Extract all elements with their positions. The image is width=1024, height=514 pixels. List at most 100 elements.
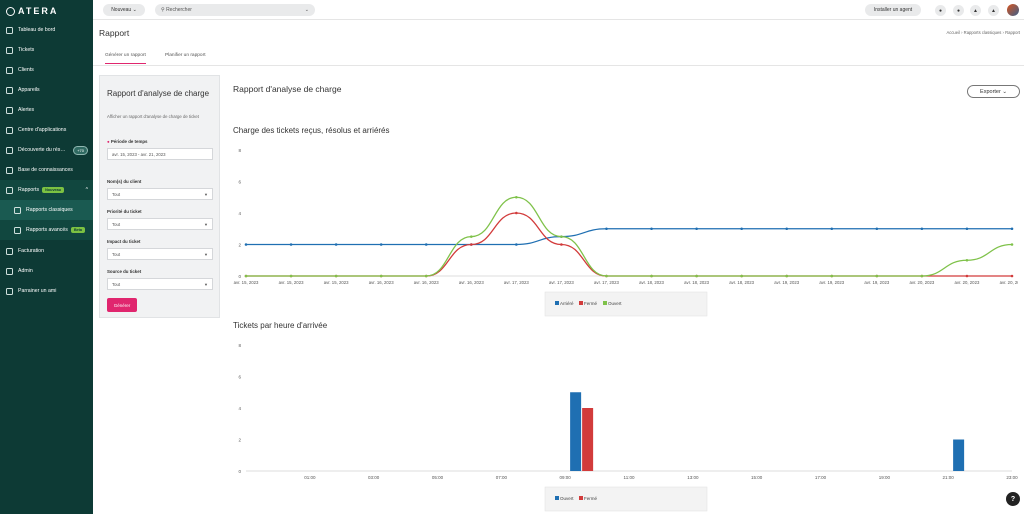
data-point — [965, 274, 969, 278]
x-tick-label: avr. 16, 2023 — [369, 280, 394, 285]
sidebar-item-3[interactable]: Appareils — [0, 80, 93, 100]
generate-button[interactable]: Générer — [107, 298, 137, 312]
logo-mark-icon — [6, 6, 15, 16]
y-tick-label: 4 — [238, 211, 241, 216]
sidebar-item-1[interactable]: Tickets — [0, 40, 93, 60]
sidebar-item-8[interactable]: Rapports Nouveau ^ — [0, 180, 93, 200]
data-point — [695, 274, 698, 278]
admin-icon — [6, 267, 13, 275]
report-title: Rapport d'analyse de charge — [233, 84, 342, 94]
y-tick-label: 4 — [238, 406, 241, 411]
x-tick-label: 07:00 — [496, 475, 508, 480]
data-point — [650, 274, 653, 278]
sidebar-item-0[interactable]: Tableau de bord — [0, 20, 93, 40]
data-point — [785, 227, 789, 231]
install-agent-label: Installer un agent — [873, 7, 913, 13]
legend-swatch — [603, 301, 607, 305]
legend-swatch — [555, 301, 559, 305]
chevron-up-icon[interactable]: ^ — [85, 187, 88, 193]
search-placeholder: Rechercher — [166, 7, 192, 13]
impact-select[interactable]: Tout ▼ — [107, 248, 213, 260]
bell-icon[interactable]: ▲ — [970, 5, 981, 16]
new-button[interactable]: Nouveau ⌄ — [103, 4, 145, 16]
sidebar-item-label: Rapports — [18, 187, 40, 193]
tab-schedule[interactable]: Planifier un rapport — [165, 53, 206, 58]
sidebar-item-label: Découverte du rés… — [18, 147, 66, 153]
line-chart: 0 2 4 6 8 avr. 15, 2023 avr. 15, 2023 avr. 15, … — [234, 148, 1018, 317]
x-tick-label: avr. 19, 2023 — [864, 280, 889, 285]
legend-label: Ouvert — [608, 301, 622, 306]
legend-label: Ouvert — [560, 496, 574, 501]
sidebar-item-label: Tickets — [18, 47, 35, 53]
sidebar-item-5[interactable]: Centre d'applications — [0, 120, 93, 140]
breadcrumb[interactable]: Accueil › Rapports classiques › Rapport — [946, 30, 1020, 35]
tab-generate[interactable]: Générer un rapport — [105, 53, 146, 64]
sidebar-item-label: Clients — [18, 67, 34, 73]
search-input[interactable]: ⚲ Rechercher ⌄ — [155, 4, 315, 16]
x-tick-label: avr. 18, 2023 — [684, 280, 709, 285]
reports-icon — [6, 186, 13, 194]
x-tick-label: 23:00 — [1006, 475, 1018, 480]
x-tick-label: avr. 15, 2023 — [234, 280, 259, 285]
caret-down-icon: ▼ — [204, 281, 208, 287]
y-tick-label: 2 — [238, 243, 241, 248]
period-input[interactable]: avr. 15, 2023 - avr. 21, 2023 — [107, 148, 213, 160]
priority-select[interactable]: Tout ▼ — [107, 218, 213, 230]
atera-logo[interactable]: ATERA — [0, 0, 93, 22]
period-label: ● Période de temps — [107, 139, 148, 144]
legend-box — [544, 291, 708, 317]
sidebar-item-6[interactable]: Découverte du rés… +70 — [0, 140, 93, 160]
client-select[interactable]: Tout ▼ — [107, 188, 213, 200]
billing-icon — [6, 247, 13, 255]
sidebar-item-4[interactable]: Alertes — [0, 100, 93, 120]
warning-icon[interactable]: ▲ — [988, 5, 999, 16]
data-point — [379, 274, 383, 278]
chevron-down-icon[interactable]: ⌄ — [304, 7, 309, 13]
sidebar-item-12[interactable]: Admin — [0, 261, 93, 281]
source-select[interactable]: Tout ▼ — [107, 278, 213, 290]
book-icon — [6, 166, 13, 174]
sidebar-item-7[interactable]: Base de connaissances — [0, 160, 93, 180]
data-point — [830, 227, 834, 231]
chat-icon[interactable]: ● — [953, 5, 964, 16]
sidebar-item-10[interactable]: Rapports avancés Beta — [0, 220, 93, 240]
data-point — [244, 243, 248, 246]
legend-swatch — [579, 496, 583, 500]
data-point — [965, 258, 969, 262]
x-tick-label: 05:00 — [432, 475, 444, 480]
page-header: Rapport Accueil › Rapports classiques › … — [93, 20, 1024, 48]
x-tick-label: avr. 20, 2023 — [955, 280, 980, 285]
sidebar-item-13[interactable]: Parrainer un ami — [0, 281, 93, 301]
sidebar-item-11[interactable]: Facturation — [0, 241, 93, 261]
y-tick-label: 0 — [238, 274, 241, 279]
x-tick-label: 03:00 — [368, 475, 380, 480]
x-tick-label: avr. 19, 2023 — [819, 280, 844, 285]
lightbulb-icon[interactable]: ● — [935, 5, 946, 16]
x-tick-label: avr. 19, 2023 — [774, 280, 799, 285]
data-point — [379, 243, 383, 246]
help-button[interactable]: ? — [1006, 492, 1020, 506]
sidebar-item-2[interactable]: Clients — [0, 60, 93, 80]
page-title: Rapport — [99, 28, 130, 38]
panel-description: Afficher un rapport d'analyse de charge … — [107, 114, 199, 119]
data-point — [605, 274, 608, 278]
data-point — [560, 235, 563, 238]
sidebar-item-9[interactable]: Rapports classiques — [0, 200, 93, 220]
data-point — [875, 274, 879, 278]
x-tick-label: avr. 16, 2023 — [459, 280, 484, 285]
sidebar-item-label: Facturation — [18, 248, 44, 254]
devices-icon — [6, 86, 13, 94]
data-point — [920, 274, 924, 278]
count-pill: +70 — [73, 146, 88, 155]
install-agent-button[interactable]: Installer un agent — [865, 4, 921, 16]
data-point — [334, 274, 338, 278]
x-tick-label: 11:00 — [624, 475, 635, 480]
sidebar-item-label: Parrainer un ami — [18, 288, 57, 294]
sidebar-badge: Nouveau — [42, 187, 65, 193]
tabs: Générer un rapport Planifier un rapport — [93, 48, 1024, 66]
data-point — [424, 243, 428, 246]
client-label: Nom(s) du client — [107, 179, 142, 184]
export-button[interactable]: Exporter ⌄ — [967, 85, 1020, 98]
avatar[interactable] — [1007, 4, 1019, 16]
x-tick-label: avr. 20, 2023 — [1000, 280, 1018, 285]
